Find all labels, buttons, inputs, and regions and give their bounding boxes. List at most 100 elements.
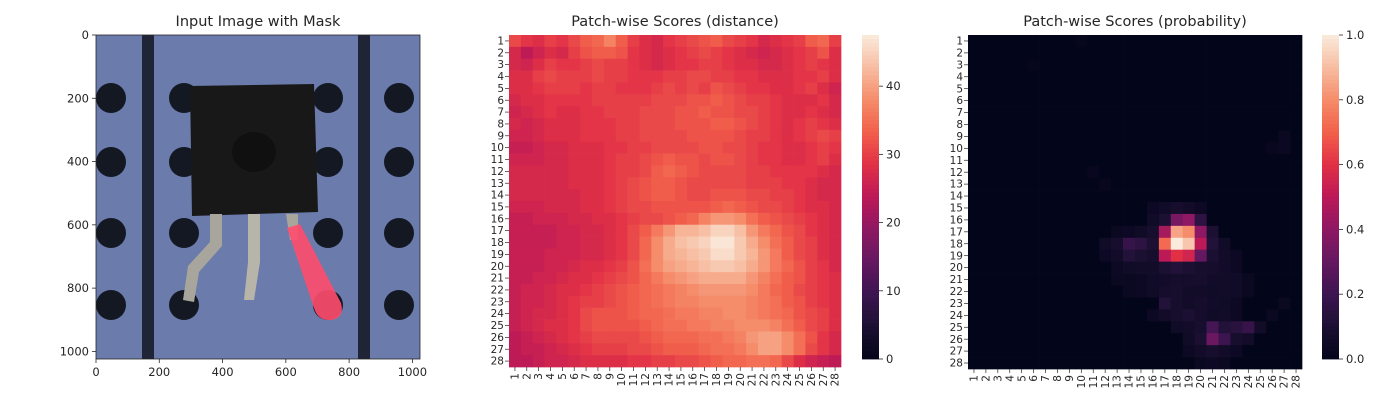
colorbar-swatch <box>862 350 879 356</box>
heatmap-cell <box>1063 237 1076 251</box>
heatmap-cell <box>1278 70 1291 84</box>
y-tick-label: 400 <box>67 155 89 169</box>
heatmap-cell <box>1194 70 1207 84</box>
heatmap-cell <box>532 224 545 237</box>
heatmap-cell <box>829 35 842 48</box>
heatmap-cell <box>686 70 700 83</box>
heatmap-cell <box>509 189 522 202</box>
x-tick-label: 18 <box>1171 375 1183 388</box>
heatmap-cell <box>968 82 981 95</box>
heatmap-cell <box>1123 321 1136 334</box>
heatmap-cell <box>746 295 759 309</box>
heatmap-cell <box>758 35 771 48</box>
heatmap-cell <box>615 319 628 332</box>
heatmap-cell <box>1182 213 1195 227</box>
heatmap-cell <box>805 118 818 131</box>
heatmap-cell <box>1015 178 1028 191</box>
heatmap-cell <box>793 236 806 249</box>
heatmap-cell <box>1039 130 1052 143</box>
heatmap-cell <box>1111 46 1124 60</box>
heatmap-cell <box>509 165 522 178</box>
heatmap-cell <box>520 319 534 332</box>
heatmap-cell <box>603 165 617 178</box>
heatmap-cell <box>710 46 723 60</box>
x-tick-label: 20 <box>735 373 747 386</box>
heatmap-cell <box>1206 202 1219 215</box>
heatmap-cell <box>520 284 534 297</box>
heatmap-cell <box>1146 249 1160 262</box>
heatmap-cell <box>1194 118 1207 131</box>
heatmap-cell <box>829 58 842 71</box>
heatmap-cell <box>1087 35 1100 48</box>
heatmap-cell <box>1027 273 1040 286</box>
heatmap-cell <box>1146 58 1160 72</box>
heatmap-cell <box>781 153 794 166</box>
heatmap-cell <box>1099 261 1112 274</box>
heatmap-cell <box>722 295 735 309</box>
heatmap-cell <box>1051 297 1064 310</box>
heatmap-cell <box>1230 285 1243 298</box>
heatmap-cell <box>1051 70 1064 84</box>
heatmap-cell <box>675 82 688 95</box>
heatmap-cell <box>1075 142 1088 155</box>
heatmap-cell <box>1158 178 1172 191</box>
heatmap-cell <box>1039 82 1052 95</box>
heatmap-cell <box>1087 273 1100 286</box>
heatmap-cell <box>817 331 830 344</box>
heatmap-cell <box>979 46 993 60</box>
heatmap-cell <box>686 260 700 273</box>
heatmap-cell <box>734 46 747 60</box>
x-tick-label: 2 <box>980 375 992 382</box>
heatmap-cell <box>675 153 688 166</box>
heatmap-cell <box>1075 178 1088 191</box>
heatmap-cell <box>734 236 747 249</box>
heatmap-cell <box>580 106 593 119</box>
y-tick-label: 26 <box>491 332 505 344</box>
heatmap-cell <box>1170 357 1184 370</box>
heatmap-cell <box>781 165 794 178</box>
heatmap-cell <box>1111 285 1124 298</box>
heatmap-cell <box>1266 225 1279 239</box>
heatmap-cell <box>1170 345 1184 358</box>
heatmap-cell <box>1146 106 1160 119</box>
heatmap-cell <box>829 118 842 131</box>
heatmap-cell <box>509 94 522 107</box>
x-tick-label: 2 <box>521 373 533 380</box>
heatmap-cell <box>1135 190 1148 203</box>
heatmap-cell <box>1146 297 1160 310</box>
heatmap-cell <box>592 284 605 297</box>
heatmap-cell <box>592 153 605 166</box>
heatmap-cell <box>1146 118 1160 131</box>
heatmap-cell <box>979 35 993 48</box>
heatmap-cell <box>1135 106 1148 119</box>
heatmap-cell <box>1206 35 1219 48</box>
heatmap-cell <box>829 248 842 261</box>
heatmap-cell <box>627 331 640 344</box>
heatmap-cell <box>1194 273 1207 286</box>
y-tick-label: 17 <box>491 225 504 237</box>
heatmap-cell <box>1218 118 1231 131</box>
heatmap-cell <box>734 118 747 131</box>
x-tick-label: 9 <box>1064 375 1076 382</box>
heatmap-cell <box>1039 345 1052 358</box>
heatmap-cell <box>1230 106 1243 119</box>
heatmap-cell <box>1194 345 1207 358</box>
heatmap-cell <box>639 295 652 309</box>
heatmap-cell <box>1027 130 1040 143</box>
heatmap-cell <box>1099 333 1112 346</box>
heatmap-cell <box>1194 202 1207 215</box>
heatmap-cell <box>1051 249 1064 262</box>
heatmap-cell <box>639 58 652 71</box>
heatmap-cell <box>1218 273 1231 286</box>
heatmap-cell <box>979 70 993 84</box>
y-tick-label: 6 <box>956 95 963 107</box>
heatmap-cell <box>1135 130 1148 143</box>
heatmap-cell <box>556 189 569 202</box>
heatmap-cell <box>698 272 711 285</box>
heatmap-cell <box>1039 70 1052 84</box>
colorbar-swatch <box>1322 245 1339 251</box>
heatmap-cell <box>1039 333 1052 346</box>
colorbar-swatch <box>862 237 879 242</box>
heatmap-cell <box>1087 142 1100 155</box>
heatmap-cell <box>746 82 759 95</box>
